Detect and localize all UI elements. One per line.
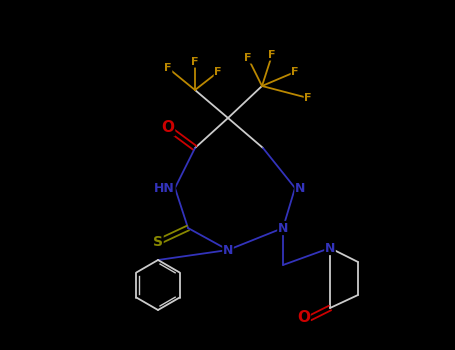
Text: N: N: [325, 241, 335, 254]
Text: F: F: [214, 67, 222, 77]
Text: O: O: [162, 120, 175, 135]
Text: F: F: [268, 50, 276, 60]
Text: F: F: [291, 67, 299, 77]
Text: O: O: [297, 310, 310, 326]
Text: F: F: [304, 93, 312, 103]
Text: HN: HN: [154, 182, 175, 195]
Text: N: N: [295, 182, 305, 195]
Text: N: N: [278, 222, 288, 235]
Text: F: F: [244, 53, 252, 63]
Text: S: S: [153, 235, 163, 249]
Text: F: F: [191, 57, 199, 67]
Text: F: F: [164, 63, 172, 73]
Text: N: N: [223, 244, 233, 257]
